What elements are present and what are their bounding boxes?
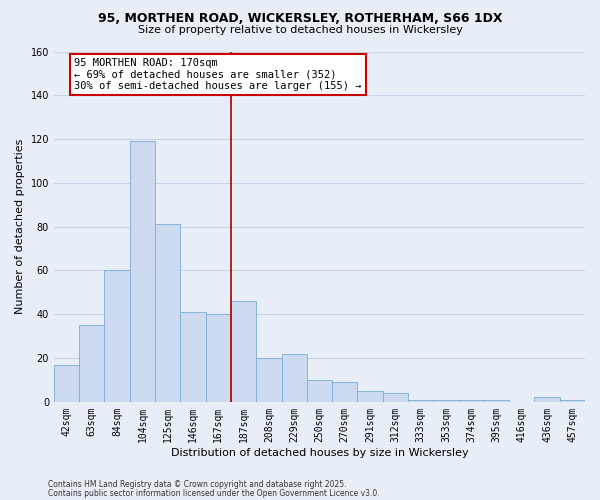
Text: Contains HM Land Registry data © Crown copyright and database right 2025.: Contains HM Land Registry data © Crown c… [48, 480, 347, 489]
Bar [383, 393, 408, 402]
Bar [256, 358, 281, 402]
Bar [484, 400, 509, 402]
Text: 95 MORTHEN ROAD: 170sqm
← 69% of detached houses are smaller (352)
30% of semi-d: 95 MORTHEN ROAD: 170sqm ← 69% of detache… [74, 58, 362, 92]
Bar [307, 380, 332, 402]
Text: Contains public sector information licensed under the Open Government Licence v3: Contains public sector information licen… [48, 488, 380, 498]
Bar [54, 364, 79, 402]
Bar [358, 391, 383, 402]
Bar [458, 400, 484, 402]
Text: 95, MORTHEN ROAD, WICKERSLEY, ROTHERHAM, S66 1DX: 95, MORTHEN ROAD, WICKERSLEY, ROTHERHAM,… [98, 12, 502, 26]
Bar [206, 314, 231, 402]
Bar [155, 224, 181, 402]
Y-axis label: Number of detached properties: Number of detached properties [15, 139, 25, 314]
Bar [535, 398, 560, 402]
Bar [79, 325, 104, 402]
Bar [332, 382, 358, 402]
Bar [433, 400, 458, 402]
Text: Size of property relative to detached houses in Wickersley: Size of property relative to detached ho… [137, 25, 463, 35]
Bar [104, 270, 130, 402]
Bar [231, 301, 256, 402]
Bar [281, 354, 307, 402]
Bar [130, 142, 155, 402]
Bar [560, 400, 585, 402]
Bar [181, 312, 206, 402]
X-axis label: Distribution of detached houses by size in Wickersley: Distribution of detached houses by size … [170, 448, 468, 458]
Bar [408, 400, 433, 402]
